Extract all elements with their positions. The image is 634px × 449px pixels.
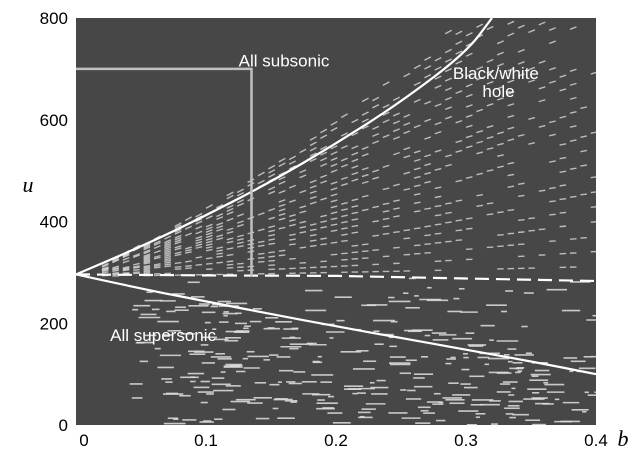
y-axis-label: u xyxy=(23,172,34,197)
x-tick-label: 0.1 xyxy=(194,431,218,449)
series-line-2-solid xyxy=(76,273,596,376)
region-annotation: hole xyxy=(482,82,514,101)
scattered-trajectory-marks xyxy=(101,20,596,425)
region-annotation: All subsonic xyxy=(239,51,330,70)
x-tick-label: 0.3 xyxy=(454,431,478,449)
x-axis-label: b xyxy=(618,426,629,449)
y-tick-label: 200 xyxy=(40,314,68,333)
y-tick-label: 600 xyxy=(40,111,68,130)
y-axis-ticks: 0 200 400 600 800 xyxy=(40,9,68,435)
x-tick-label: 0 xyxy=(79,431,88,449)
y-tick-label: 400 xyxy=(40,213,68,232)
series-line-1-solid xyxy=(76,18,493,276)
x-axis-ticks: 0 0.1 0.2 0.3 0.4 xyxy=(79,431,608,449)
y-tick-label: 0 xyxy=(59,416,68,435)
y-tick-label: 800 xyxy=(40,9,68,28)
x-tick-label: 0.4 xyxy=(584,431,608,449)
x-tick-label: 0.2 xyxy=(324,431,348,449)
region-annotation: Black/white xyxy=(453,64,539,83)
series-line-4-inset xyxy=(76,67,253,277)
region-annotation: All supersonic xyxy=(110,326,216,345)
series-line-3-dashed xyxy=(76,273,596,283)
